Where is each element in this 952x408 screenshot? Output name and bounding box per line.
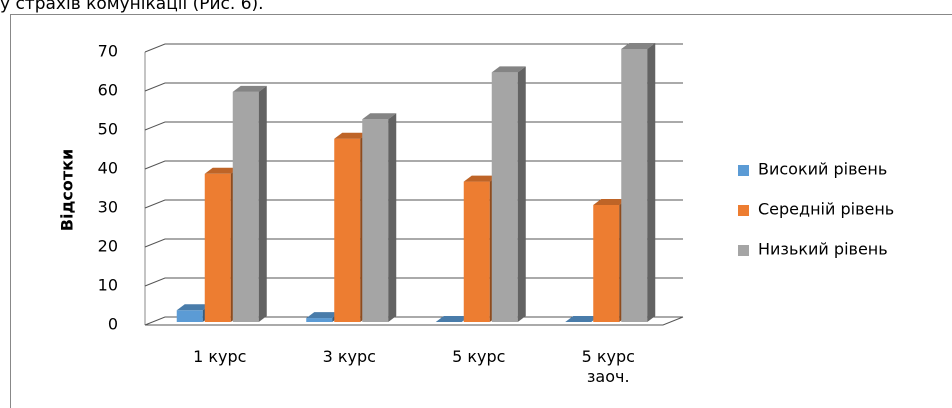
grid-line — [144, 82, 683, 92]
bar-front — [362, 119, 389, 322]
y-tick-label: 0 — [108, 315, 118, 334]
grid-line — [144, 121, 683, 131]
bar-top — [362, 113, 397, 120]
bar-top — [334, 132, 369, 139]
bar-top — [565, 316, 600, 322]
bar — [621, 43, 656, 322]
legend-label: Середній рівень — [758, 200, 894, 219]
bar-top — [176, 304, 211, 311]
bar — [232, 85, 267, 323]
bar — [565, 316, 600, 322]
x-tick-label: 1 курс — [193, 347, 247, 366]
y-tick-label: 50 — [98, 120, 118, 139]
x-tick-label: 5 курс — [452, 347, 506, 366]
bar-front — [232, 91, 259, 323]
bar-front — [463, 181, 490, 322]
bar-front — [306, 318, 333, 322]
bar-front — [334, 138, 361, 322]
bar-front — [491, 72, 518, 323]
y-tick-label: 40 — [98, 159, 118, 178]
chart-border — [10, 14, 952, 408]
y-tick-label: 60 — [98, 81, 118, 100]
bar-side — [647, 43, 656, 322]
x-tick-label: 3 курс — [322, 347, 376, 366]
bar-top — [306, 312, 341, 319]
legend-label: Низький рівень — [758, 240, 888, 259]
bar — [491, 66, 526, 323]
floor — [145, 316, 684, 326]
bar-front — [621, 49, 648, 322]
y-tick-label: 70 — [98, 42, 118, 61]
bar-top — [621, 43, 656, 49]
bar-top — [204, 167, 239, 174]
caption: у страхів комунікації (Рис. 6). — [0, 0, 264, 14]
x-tick-label: 5 курс заоч. — [581, 347, 635, 386]
bar-top — [491, 66, 526, 73]
y-tick-label: 10 — [98, 276, 118, 295]
bar-front — [593, 205, 620, 322]
bar-front — [204, 173, 231, 322]
bar-top — [463, 175, 498, 182]
bar — [435, 316, 470, 322]
y-axis-label: Відсотки — [58, 149, 77, 231]
bar-top — [232, 85, 267, 92]
legend-label: Високий рівень — [758, 160, 887, 179]
bar-side — [388, 113, 397, 322]
legend-swatch — [738, 245, 749, 256]
bar-side — [517, 66, 526, 323]
bar-top — [435, 316, 470, 322]
bar-top — [593, 199, 628, 205]
y-tick-label: 30 — [98, 198, 118, 217]
y-tick-label: 20 — [98, 237, 118, 256]
legend-swatch — [738, 205, 749, 216]
legend-swatch — [738, 165, 749, 176]
bar-front — [176, 310, 203, 322]
bar — [362, 113, 397, 322]
bar-side — [258, 85, 267, 323]
grid-line — [144, 43, 683, 53]
